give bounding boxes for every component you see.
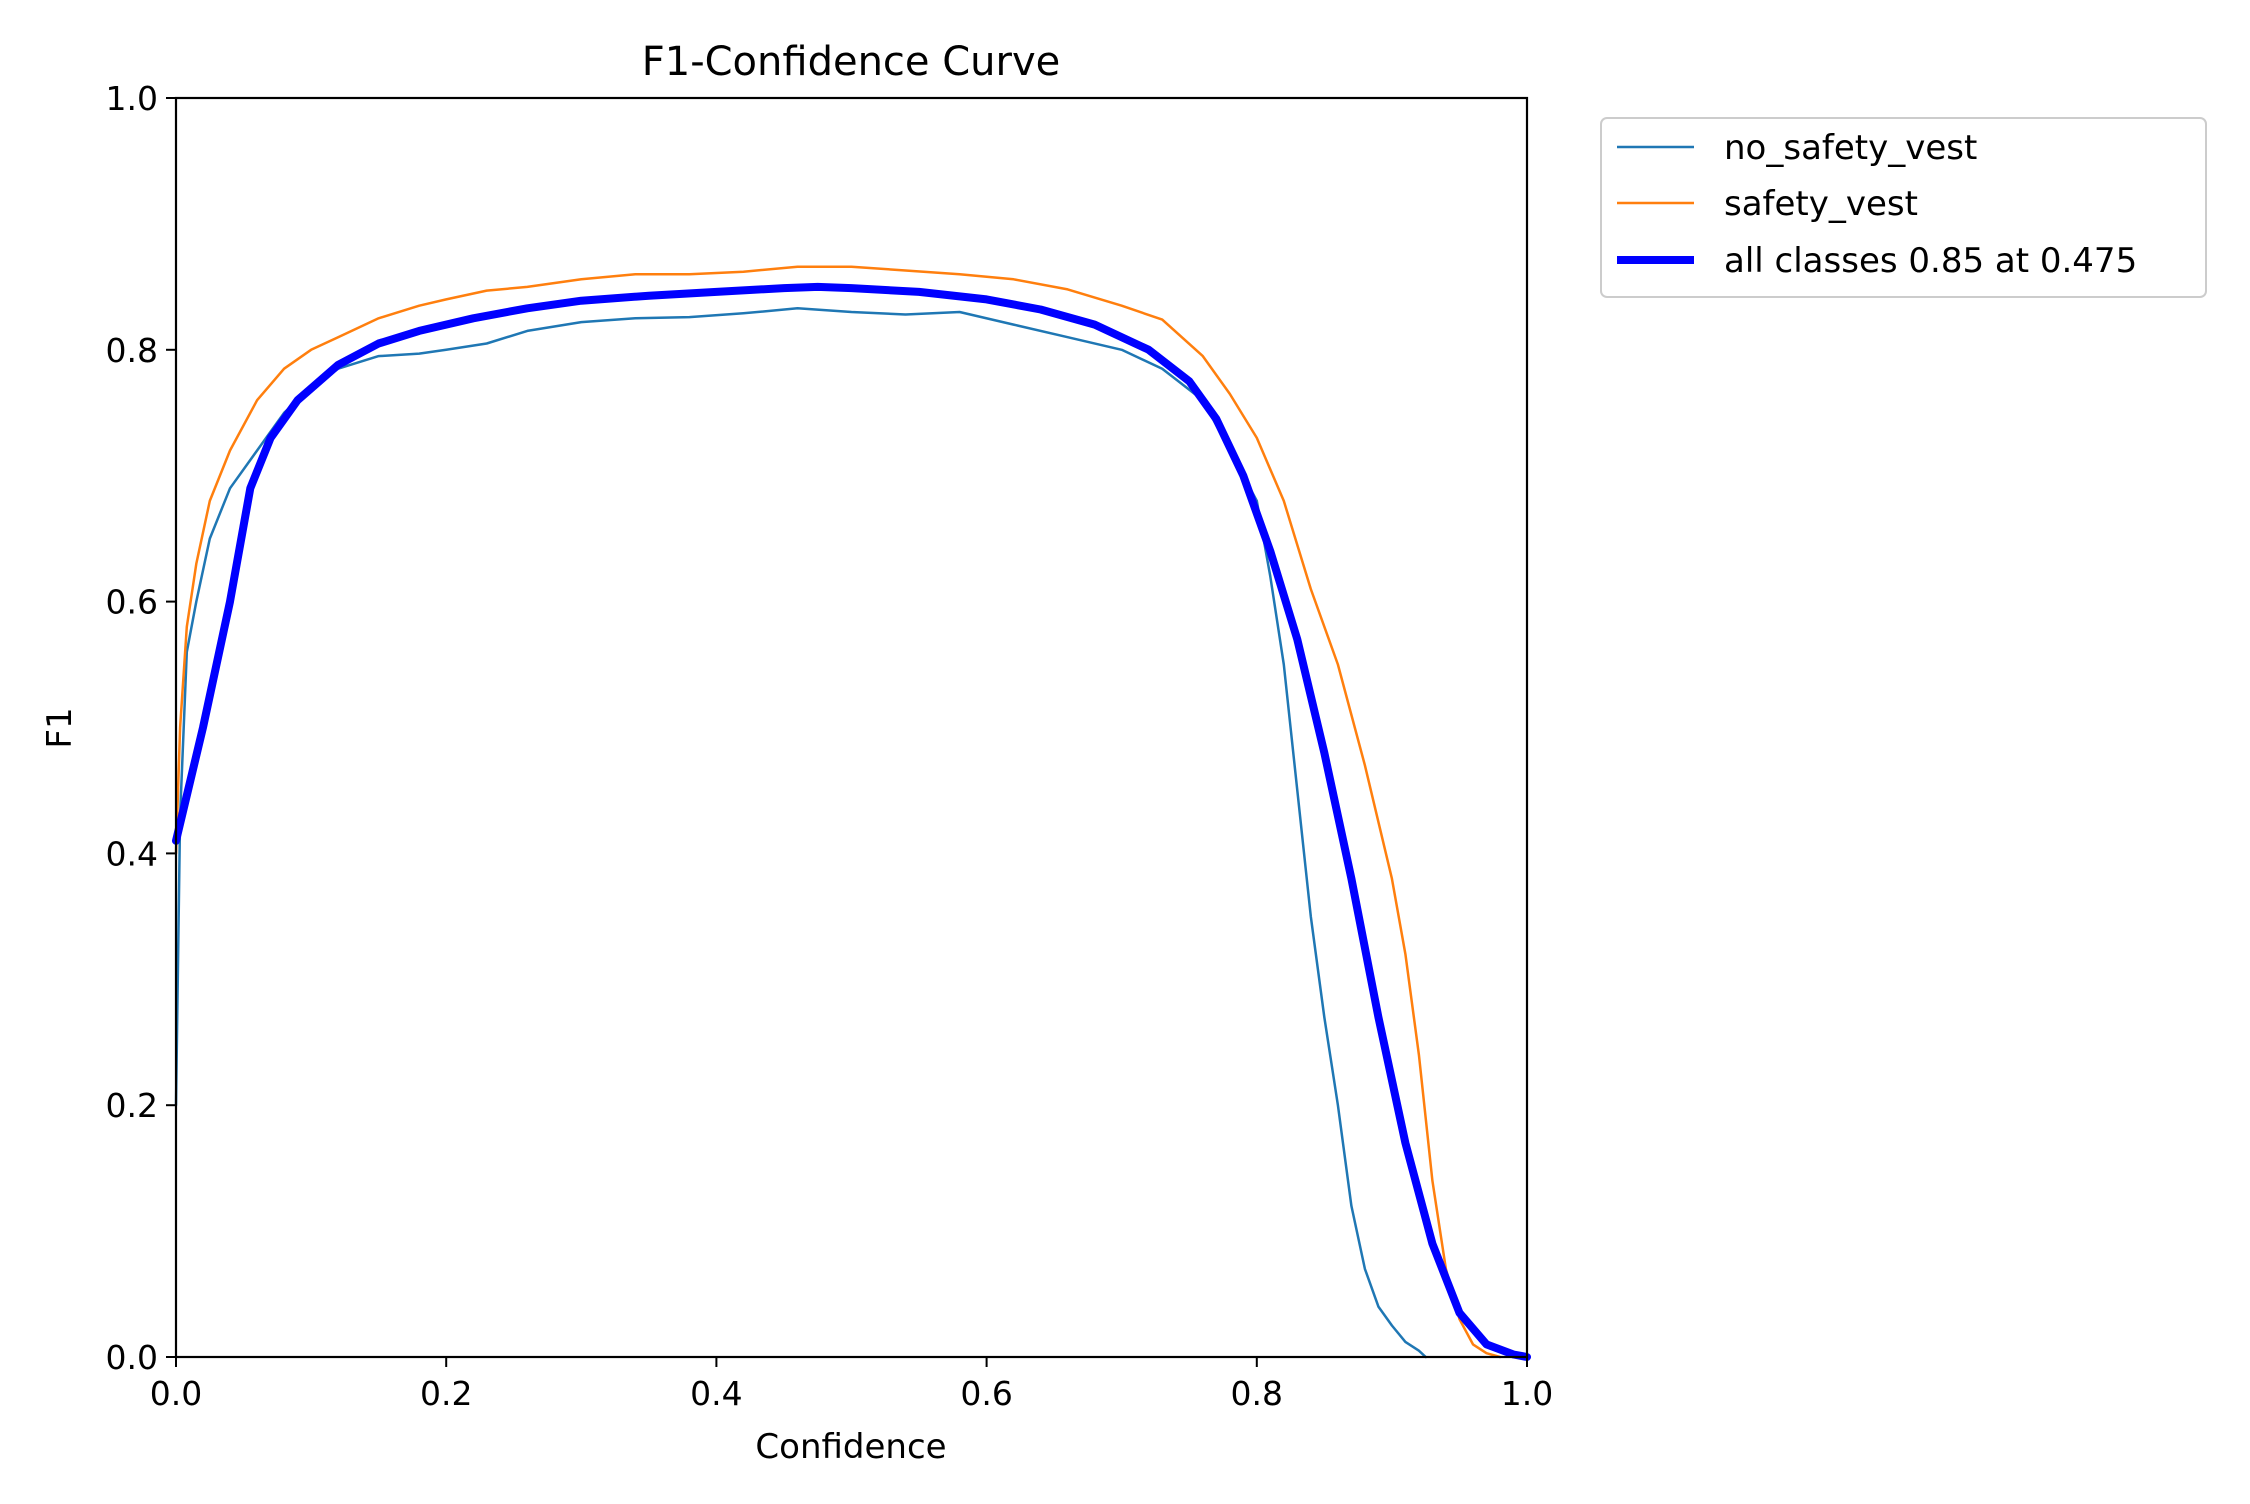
y-tick-label: 0.4	[106, 834, 158, 873]
y-tick-label: 0.2	[106, 1086, 158, 1125]
legend: no_safety_vest safety_vest all classes 0…	[1600, 117, 2207, 298]
legend-box	[1600, 117, 2207, 298]
y-tick-label: 0.6	[106, 583, 158, 622]
legend-label-no-safety-vest: no_safety_vest	[1724, 128, 1977, 168]
x-tick-label: 0.6	[960, 1374, 1012, 1413]
legend-label-all-classes: all classes 0.85 at 0.475	[1724, 241, 2137, 281]
series-line-safety-vest	[174, 265, 1502, 1359]
plot-frame	[174, 96, 1529, 1359]
y-tick-label: 0.8	[106, 331, 158, 370]
x-tick-label: 0.2	[420, 1374, 472, 1413]
x-tick-label: 0.0	[150, 1374, 202, 1413]
x-tick-label: 0.4	[690, 1374, 742, 1413]
series-line-all-classes-0-85-at-0-475	[172, 282, 1531, 1361]
chart-title: F1-Confidence Curve	[642, 39, 1061, 85]
x-axis-label: Confidence	[755, 1427, 946, 1467]
x-axis: 0.0 0.2 0.4 0.6 0.8 1.0	[150, 1357, 1553, 1413]
y-tick-label: 1.0	[106, 79, 158, 118]
plot-lines	[172, 265, 1531, 1361]
y-tick-label: 0.0	[106, 1338, 158, 1377]
x-tick-label: 0.8	[1231, 1374, 1283, 1413]
y-axis: 0.0 0.2 0.4 0.6 0.8 1.0	[106, 79, 176, 1377]
x-tick-label: 1.0	[1501, 1374, 1553, 1413]
y-axis-label: F1	[40, 707, 80, 748]
legend-label-safety-vest: safety_vest	[1724, 184, 1918, 224]
